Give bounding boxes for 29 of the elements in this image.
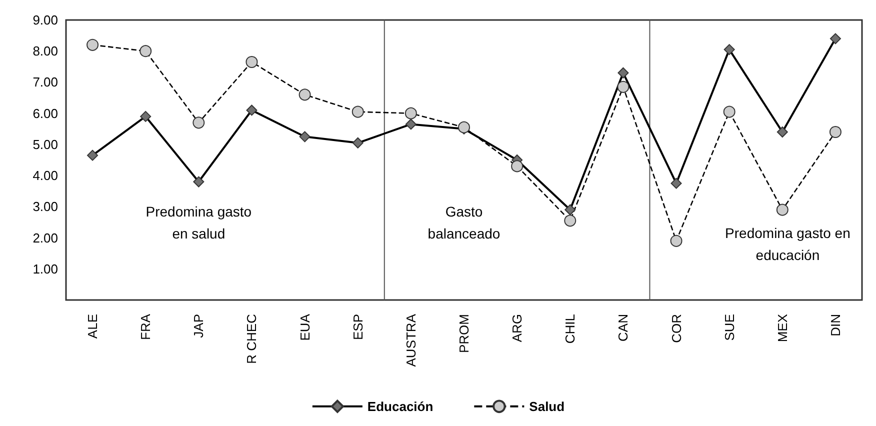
x-tick-label: ALE: [85, 314, 100, 339]
legend-label: Educación: [367, 398, 434, 414]
x-tick-label: AUSTRA: [403, 314, 418, 367]
x-tick-label: ARG: [510, 314, 525, 342]
x-tick-label: DIN: [828, 314, 843, 336]
x-tick-label: PROM: [456, 314, 472, 353]
x-tick-label: CAN: [616, 314, 631, 342]
x-tick-label: R CHEC: [244, 314, 260, 364]
y-tick-label: 3.00: [32, 199, 58, 214]
x-tick-label: COR: [668, 314, 684, 343]
y-tick-label: 9.00: [32, 12, 58, 28]
y-tick-label: 1.00: [32, 261, 58, 276]
y-tick-label: 5.00: [32, 136, 58, 152]
annotation: Predomina gasto en salud: [146, 203, 252, 242]
x-tick-label: SUE: [722, 314, 737, 341]
y-tick-label: 4.00: [32, 168, 58, 184]
annotation: Predomina gasto en educación: [725, 225, 850, 264]
x-tick-label: FRA: [138, 314, 154, 340]
x-tick-label: ESP: [350, 314, 366, 340]
y-tick-label: 8.00: [32, 44, 58, 59]
y-tick-label: 2.00: [32, 230, 58, 246]
x-tick-label: EUA: [297, 314, 312, 341]
annotation: Gasto balanceado: [428, 203, 500, 242]
y-tick-label: 7.00: [32, 74, 58, 90]
x-tick-label: JAP: [191, 314, 206, 338]
legend-label: Salud: [529, 398, 565, 414]
x-tick-label: CHIL: [562, 314, 578, 344]
x-tick-label: MEX: [774, 314, 790, 342]
y-tick-label: 6.00: [32, 106, 58, 121]
